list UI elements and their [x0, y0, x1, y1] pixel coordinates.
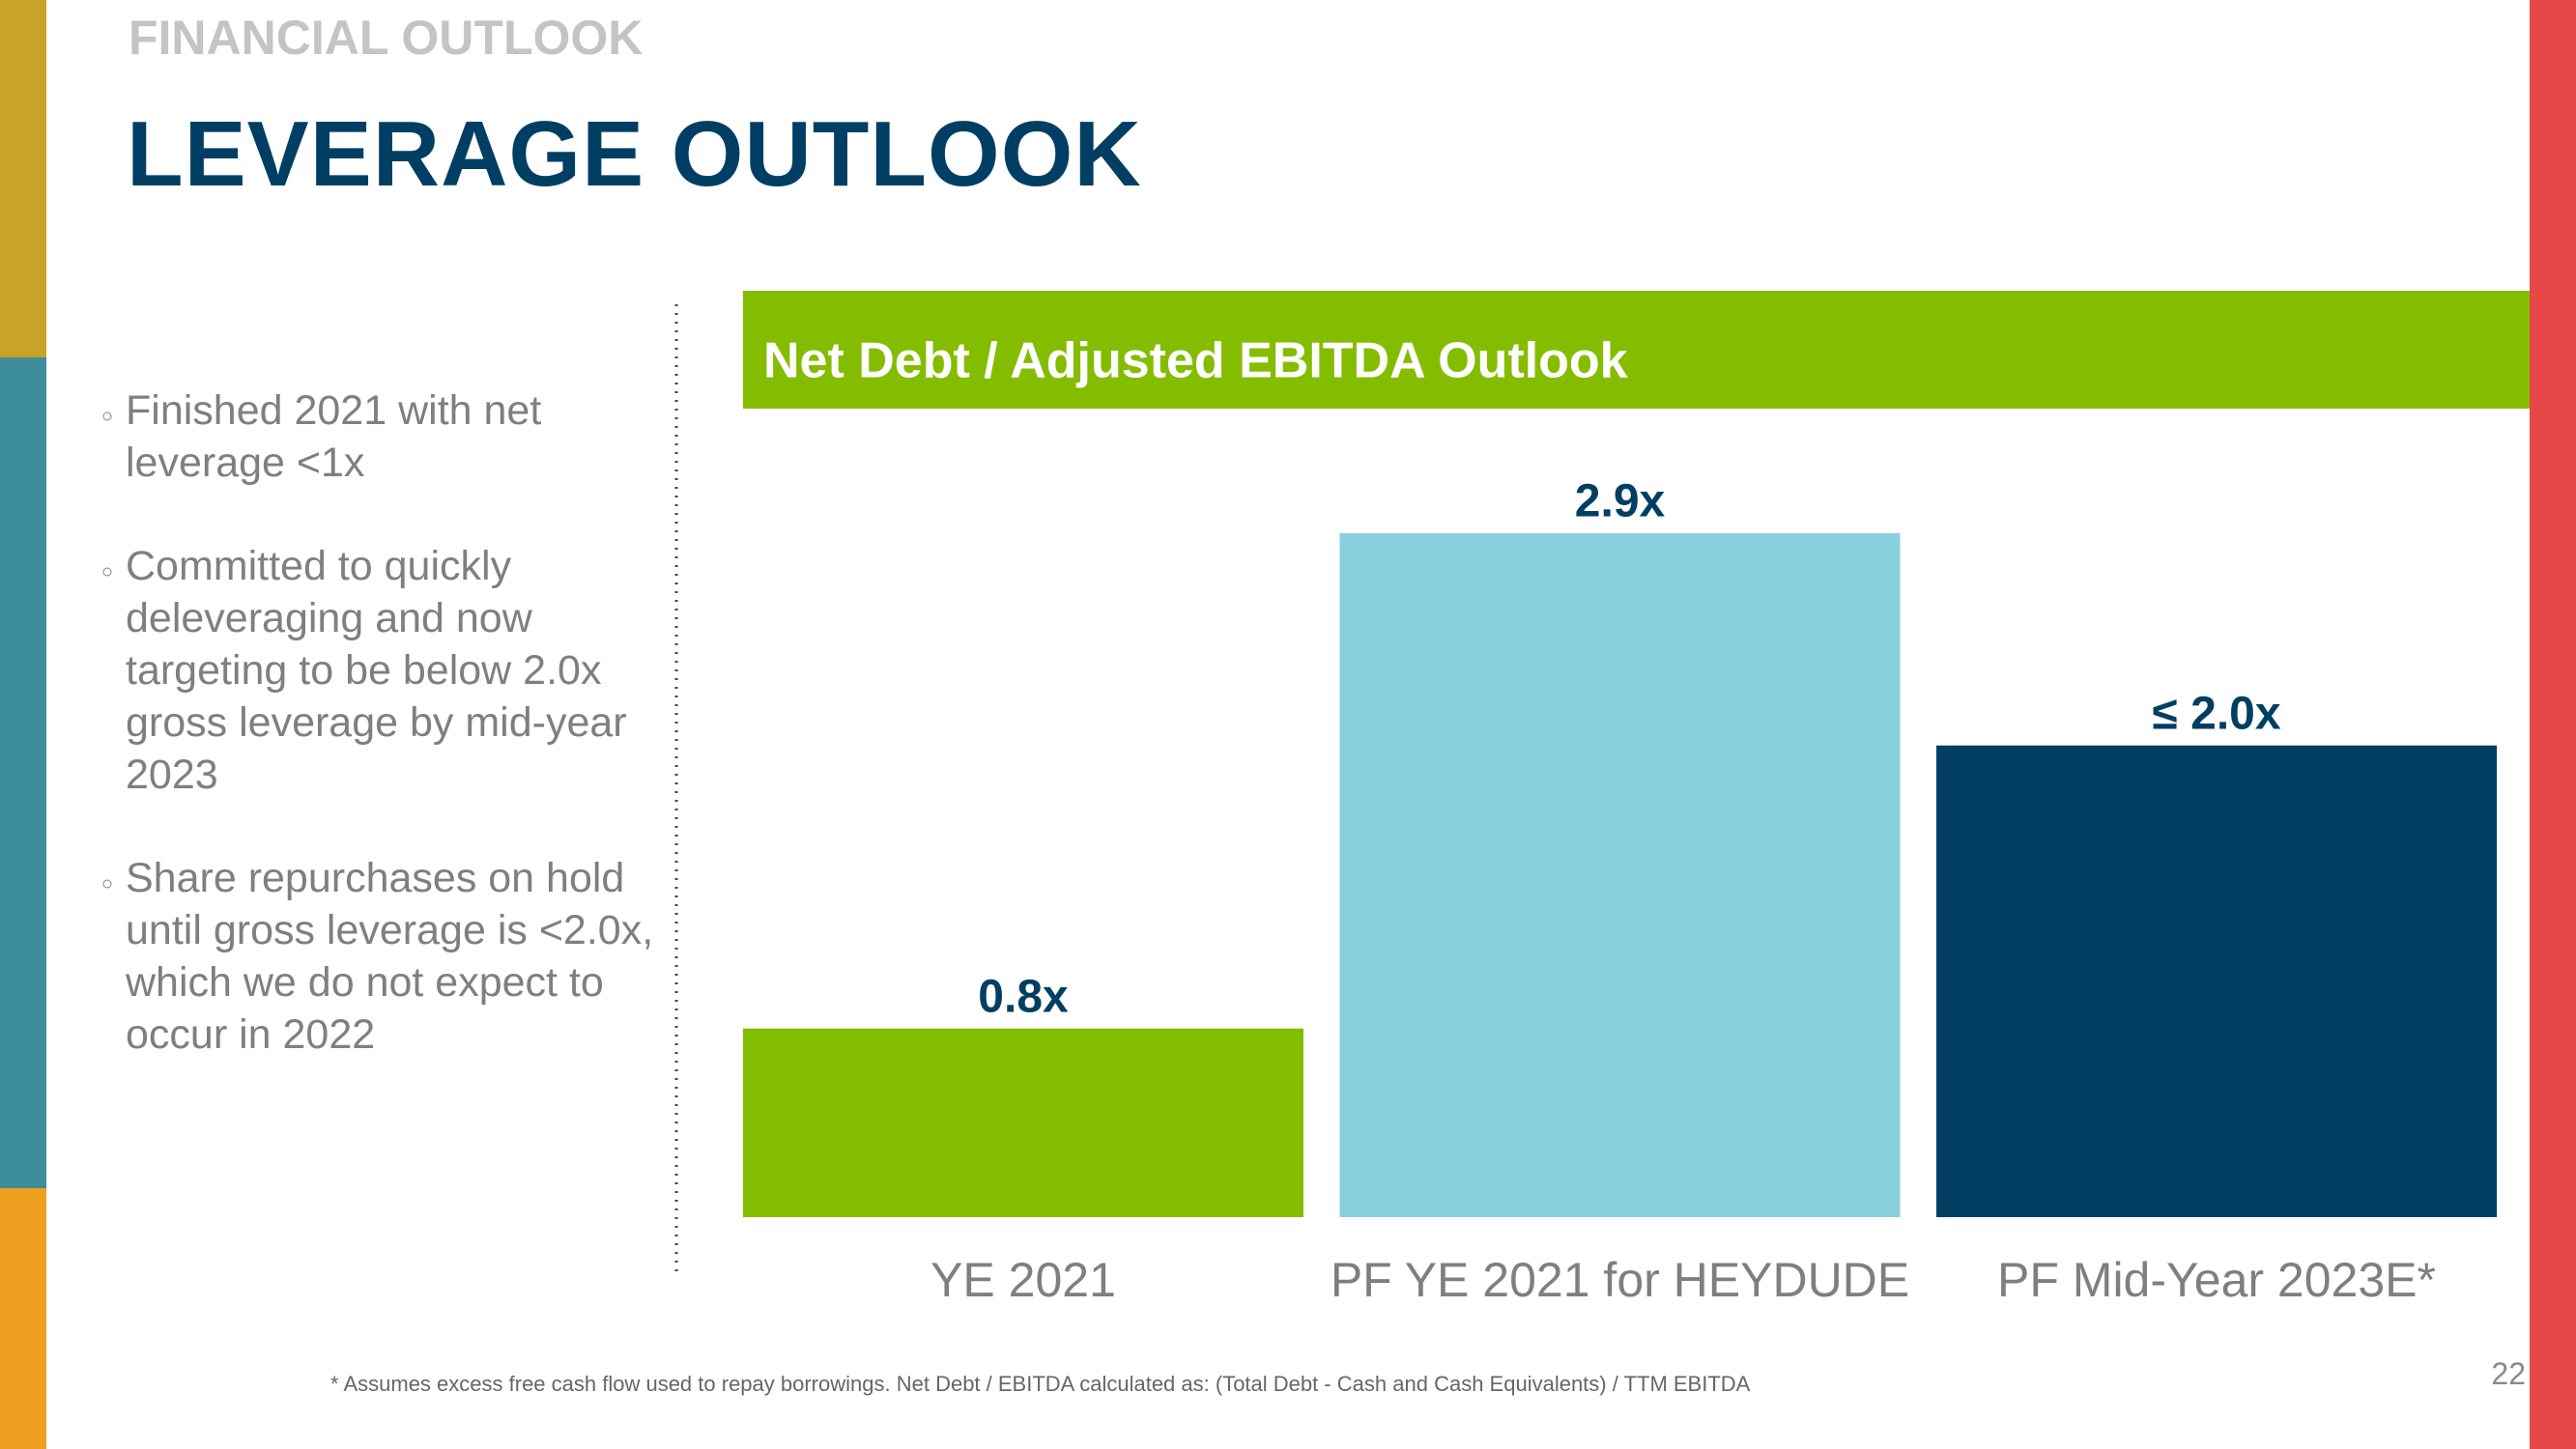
decor-strip — [0, 1188, 46, 1449]
bar — [1339, 533, 1901, 1217]
chart-header-bar — [743, 291, 2530, 409]
slide-title: LEVERAGE OUTLOOK — [127, 102, 1142, 206]
bullet: Share repurchases on hold until gross le… — [126, 852, 705, 1061]
value-label: ≤ 2.0x — [2152, 688, 2280, 739]
page-number: 22 — [2491, 1356, 2526, 1391]
x-tick-label: PF Mid-Year 2023E* — [1997, 1252, 2436, 1307]
chart-title: Net Debt / Adjusted EBITDA Outlook — [763, 333, 1628, 389]
decor-strip — [0, 0, 46, 357]
footnote: * Assumes excess free cash flow used to … — [330, 1372, 1751, 1396]
bar — [1936, 745, 2497, 1217]
value-label: 0.8x — [978, 971, 1069, 1022]
bullet: Finished 2021 with net leverage <1x — [126, 384, 705, 489]
value-label: 2.9x — [1575, 476, 1666, 527]
bullet-list: Finished 2021 with net leverage <1x Comm… — [77, 384, 705, 1112]
section-label: FINANCIAL OUTLOOK — [129, 11, 644, 65]
x-tick-label: YE 2021 — [930, 1252, 1116, 1307]
decor-strip — [2530, 0, 2576, 1449]
x-tick-label: PF YE 2021 for HEYDUDE — [1330, 1252, 1910, 1307]
decor-strip — [0, 357, 46, 1188]
bullet: Committed to quickly deleveraging and no… — [126, 540, 705, 801]
bar — [743, 1028, 1303, 1217]
